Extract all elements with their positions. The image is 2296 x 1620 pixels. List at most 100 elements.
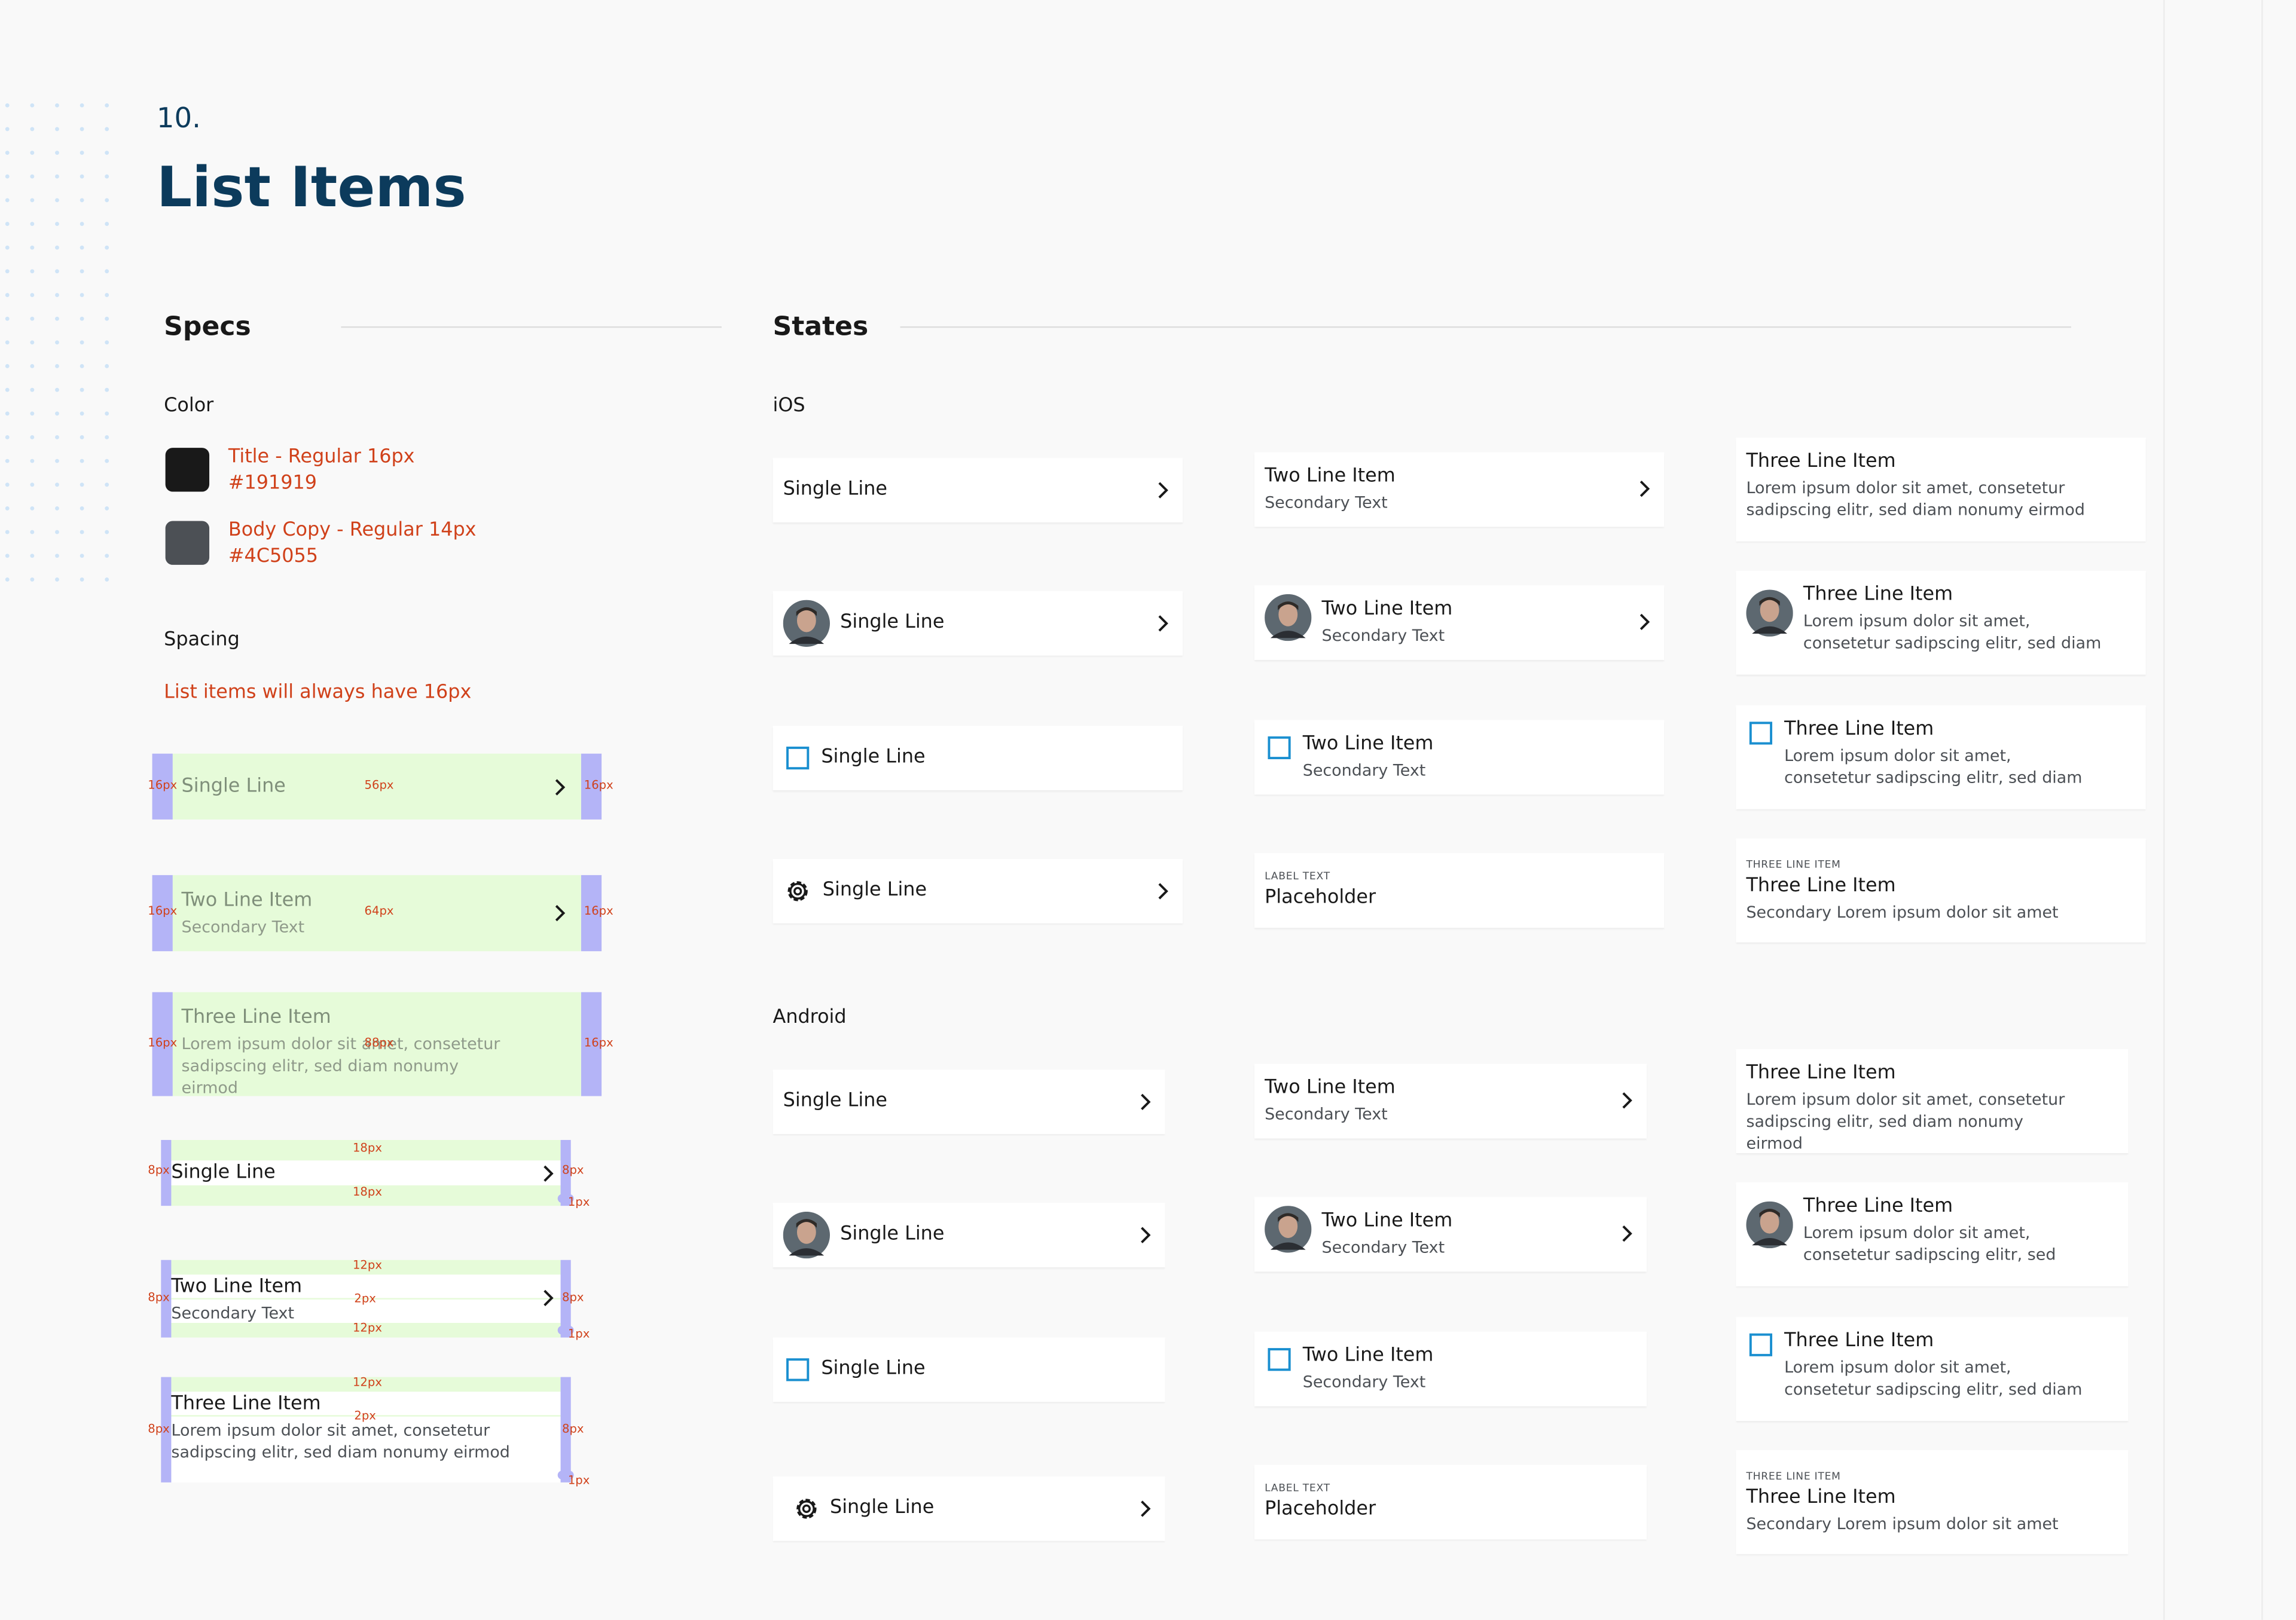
spacing-annotation: 16px (148, 1035, 178, 1049)
chevron (555, 904, 566, 922)
spacing-annotation: 8px (148, 1422, 170, 1436)
chevron (1141, 1227, 1151, 1243)
primary-text: Three Line Item (1784, 1330, 1934, 1352)
spacing-pad (161, 1377, 172, 1483)
primary-text: Three Line Item (1746, 1487, 1896, 1509)
list-item: Single Line (773, 458, 1183, 522)
list-item: Three Line Item Lorem ipsum dolor sit ame… (1736, 1182, 2129, 1286)
spacing-pad (557, 1194, 574, 1203)
secondary-text: Secondary Lorem ipsum dolor sit amet (1746, 903, 2059, 922)
spacing-band (171, 1322, 561, 1338)
spec-primary: Two Line Item (181, 890, 313, 912)
color-hex: #4C5055 (228, 546, 319, 568)
divider (341, 326, 722, 328)
spec-primary: Three Line Item (171, 1393, 321, 1416)
subheading: Spacing (164, 629, 240, 652)
checkbox (1749, 722, 1773, 745)
spacing-annotation: 1px (567, 1327, 590, 1341)
primary-text: Single Line (822, 879, 927, 901)
overline: LABEL TEXT (1265, 870, 1330, 883)
primary-text: Single Line (821, 746, 926, 769)
overline: LABEL TEXT (1265, 1482, 1330, 1494)
spacing-band (171, 1298, 561, 1300)
spacing-annotation: 8px (148, 1291, 170, 1304)
list-item: Single Line (773, 858, 1183, 924)
chevron (1158, 482, 1168, 499)
primary-text: Two Line Item (1321, 1210, 1453, 1233)
secondary-text: Lorem ipsum dolor sit amet, consetetur s… (1784, 746, 2083, 788)
list-item: LABEL TEXT Placeholder (1254, 853, 1665, 928)
spacing-pad (560, 1139, 571, 1206)
list-item: Three Line Item Lorem ipsum dolor sit ame… (1736, 1049, 2129, 1154)
color-swatch (165, 448, 210, 492)
spacing-pad (557, 1471, 574, 1480)
spacing-annotation: 18px (352, 1185, 382, 1199)
spacing-annotation: 8px (562, 1163, 584, 1177)
chevron (1639, 613, 1650, 631)
gear-icon (787, 881, 808, 901)
spacing-annotation: 8px (562, 1291, 584, 1304)
list-item: Three Line Item Lorem ipsum dolor sit ame… (1736, 437, 2146, 542)
list-item: Single Line (773, 1069, 1165, 1135)
chevron (555, 778, 566, 795)
spacing-annotation: 12px (352, 1258, 382, 1272)
spec-secondary: Secondary Text (171, 1304, 295, 1323)
list-item: THREE LINE ITEM Three Line Item Secondary … (1736, 838, 2146, 943)
platform-label: iOS (773, 395, 805, 417)
spacing-annotation: 8px (562, 1422, 584, 1436)
avatar (1265, 594, 1312, 641)
secondary-text: Lorem ipsum dolor sit amet, consetetur s… (1803, 1223, 2056, 1265)
avatar (783, 600, 831, 647)
spacing-pad (161, 1260, 172, 1338)
spec-secondary: Lorem ipsum dolor sit amet, consetetur s… (181, 1034, 500, 1098)
primary-text: Two Line Item (1265, 1077, 1396, 1099)
spacing-band (171, 1260, 561, 1275)
spacing-annotation: 16px (584, 778, 613, 791)
section-number: 10. (156, 102, 201, 135)
dot-pattern (5, 103, 109, 582)
list-item: LABEL TEXT Placeholder (1254, 1465, 1647, 1540)
spacing-annotation: 12px (352, 1376, 382, 1389)
spacing-pad (557, 1325, 574, 1335)
gear-icon (796, 1499, 817, 1519)
list-item: Two Line Item Secondary Text (1254, 1197, 1647, 1272)
chevron (1622, 1225, 1632, 1242)
chevron (1141, 1093, 1151, 1110)
color-name: Title - Regular 16px (228, 446, 415, 469)
primary-text: Single Line (783, 1090, 887, 1112)
spacing-pad (581, 875, 602, 952)
primary-text: Placeholder (1265, 1498, 1376, 1521)
spacing-annotation: 8px (148, 1163, 170, 1177)
spacing-annotation: 2px (354, 1292, 376, 1306)
primary-text: Single Line (840, 1223, 945, 1246)
divider (900, 326, 2071, 328)
spec-primary: Single Line (181, 775, 286, 798)
primary-text: Single Line (821, 1358, 926, 1380)
color-name: Body Copy - Regular 14px (228, 519, 477, 542)
primary-text: Single Line (830, 1497, 935, 1520)
spec-row (172, 992, 581, 1096)
spacing-pad (152, 992, 173, 1096)
spacing-band (171, 1185, 561, 1206)
list-item: THREE LINE ITEM Three Line Item Secondary … (1736, 1450, 2129, 1554)
chevron (1158, 615, 1168, 632)
chevron (1622, 1092, 1632, 1109)
secondary-text: Lorem ipsum dolor sit amet, consetetur s… (1746, 1090, 2065, 1154)
chevron (1141, 1500, 1151, 1517)
edge-line (2163, 0, 2165, 1620)
checkbox (786, 746, 810, 770)
list-item: Two Line Item Secondary Text (1254, 1063, 1647, 1139)
secondary-text: Secondary Text (1302, 760, 1426, 780)
page-title: List Items (156, 155, 466, 220)
spacing-pad (560, 1260, 571, 1338)
spacing-annotation: 64px (364, 904, 394, 918)
spacing-annotation: 88px (364, 1035, 394, 1049)
spacing-band (171, 1377, 561, 1392)
spacing-annotation: 56px (364, 778, 394, 791)
list-item: Single Line (773, 1203, 1165, 1267)
color-swatch (165, 521, 210, 565)
secondary-text: Lorem ipsum dolor sit amet, consetetur s… (1746, 478, 2085, 520)
edge-line (2261, 0, 2263, 1620)
chevron (544, 1165, 554, 1182)
overline: THREE LINE ITEM (1746, 858, 1841, 871)
